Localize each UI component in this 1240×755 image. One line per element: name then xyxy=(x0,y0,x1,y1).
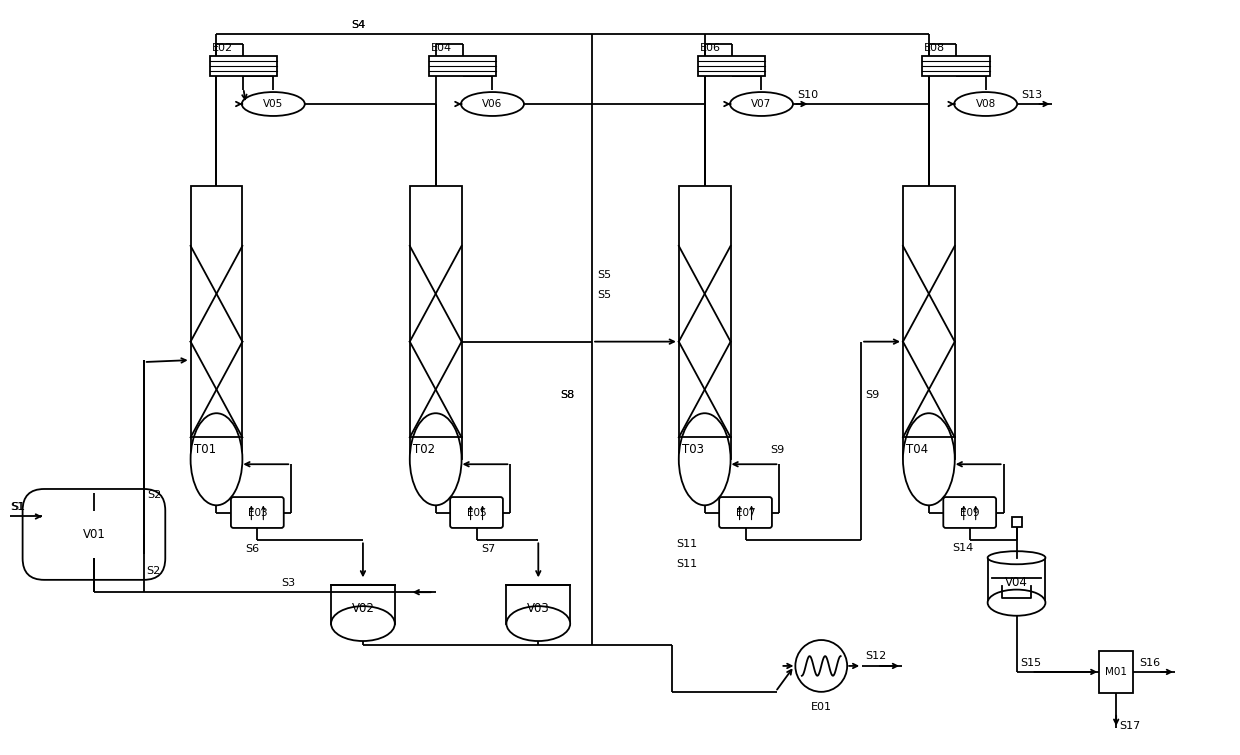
Ellipse shape xyxy=(242,92,305,116)
Ellipse shape xyxy=(461,92,525,116)
Text: S9: S9 xyxy=(866,390,879,400)
FancyBboxPatch shape xyxy=(231,497,284,528)
Text: S3: S3 xyxy=(281,578,295,588)
Text: S2: S2 xyxy=(148,489,162,500)
Bar xyxy=(331,585,394,624)
FancyBboxPatch shape xyxy=(944,497,996,528)
Ellipse shape xyxy=(954,92,1017,116)
Bar xyxy=(678,186,730,459)
Text: S17: S17 xyxy=(1120,721,1141,731)
Text: E08: E08 xyxy=(924,43,945,53)
Text: S8: S8 xyxy=(560,390,574,400)
Ellipse shape xyxy=(678,413,730,505)
Text: S9: S9 xyxy=(770,445,785,455)
Text: E01: E01 xyxy=(811,702,832,712)
Text: S4: S4 xyxy=(351,20,366,30)
Text: S11: S11 xyxy=(676,539,697,550)
Text: T03: T03 xyxy=(682,443,704,456)
Text: V04: V04 xyxy=(1006,576,1028,589)
Text: V07: V07 xyxy=(751,99,771,109)
Bar xyxy=(409,186,461,459)
Ellipse shape xyxy=(331,606,394,641)
Text: S7: S7 xyxy=(481,544,496,554)
Text: V01: V01 xyxy=(83,528,105,541)
Text: E09: E09 xyxy=(960,507,980,517)
Bar xyxy=(698,56,765,76)
Text: S15: S15 xyxy=(1021,658,1042,668)
Text: S10: S10 xyxy=(797,90,818,100)
Text: V03: V03 xyxy=(527,602,549,615)
Bar xyxy=(903,186,955,459)
Text: S4: S4 xyxy=(351,20,366,30)
Text: S8: S8 xyxy=(560,390,574,400)
Text: V08: V08 xyxy=(976,99,996,109)
Text: E02: E02 xyxy=(212,43,233,53)
Bar xyxy=(1099,651,1133,693)
Bar xyxy=(191,186,242,459)
Text: S11: S11 xyxy=(676,559,697,569)
Text: S13: S13 xyxy=(1022,90,1043,100)
Text: T01: T01 xyxy=(193,443,216,456)
Text: V06: V06 xyxy=(482,99,502,109)
Text: V05: V05 xyxy=(263,99,284,109)
Text: S12: S12 xyxy=(866,651,887,661)
Text: S2: S2 xyxy=(146,566,160,576)
Ellipse shape xyxy=(987,551,1045,564)
Bar xyxy=(1012,516,1022,527)
Bar xyxy=(921,56,990,76)
Text: E05: E05 xyxy=(466,507,486,517)
Bar xyxy=(210,56,278,76)
Text: T02: T02 xyxy=(413,443,435,456)
Text: S16: S16 xyxy=(1140,658,1161,668)
Text: E04: E04 xyxy=(430,43,451,53)
Ellipse shape xyxy=(191,413,242,505)
Ellipse shape xyxy=(903,413,955,505)
Ellipse shape xyxy=(987,590,1045,616)
Bar xyxy=(987,558,1045,602)
Text: V02: V02 xyxy=(351,602,374,615)
Text: E03: E03 xyxy=(248,507,267,517)
Text: S5: S5 xyxy=(598,270,611,280)
Text: S6: S6 xyxy=(246,544,259,554)
Text: E06: E06 xyxy=(699,43,720,53)
Ellipse shape xyxy=(409,413,461,505)
Text: M01: M01 xyxy=(1105,667,1127,677)
Text: E07: E07 xyxy=(735,507,755,517)
Bar xyxy=(429,56,496,76)
FancyBboxPatch shape xyxy=(450,497,503,528)
Bar xyxy=(506,585,570,624)
Text: S1: S1 xyxy=(10,501,25,511)
Ellipse shape xyxy=(506,606,570,641)
FancyBboxPatch shape xyxy=(22,489,165,580)
Text: S14: S14 xyxy=(952,544,973,553)
Text: T04: T04 xyxy=(906,443,928,456)
Text: S5: S5 xyxy=(598,291,611,300)
FancyBboxPatch shape xyxy=(719,497,773,528)
Text: S1: S1 xyxy=(11,501,25,511)
Ellipse shape xyxy=(730,92,792,116)
